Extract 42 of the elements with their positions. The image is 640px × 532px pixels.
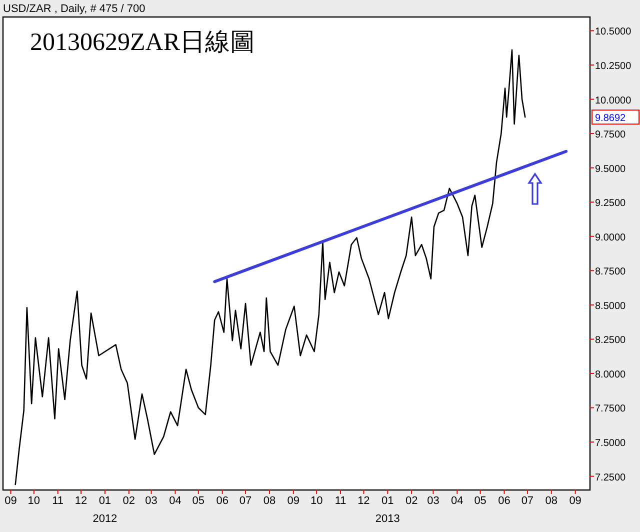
y-tick-label: 10.0000 bbox=[595, 95, 632, 106]
y-tick-label: 7.2500 bbox=[595, 472, 626, 484]
x-tick-label: 10 bbox=[28, 495, 40, 507]
x-tick-label: 09 bbox=[569, 495, 582, 507]
y-tick-label: 10.2500 bbox=[595, 60, 632, 72]
x-tick-label: 12 bbox=[74, 495, 88, 507]
y-tick-label: 7.7500 bbox=[595, 404, 626, 415]
x-tick-label: 12 bbox=[358, 495, 370, 507]
x-tick-label: 07 bbox=[239, 495, 252, 507]
y-tick-label: 8.0000 bbox=[595, 369, 626, 380]
x-tick-label: 04 bbox=[169, 495, 182, 507]
x-tick-label: 04 bbox=[451, 495, 464, 507]
y-tick-label: 8.2500 bbox=[595, 335, 626, 346]
x-tick-label: 03 bbox=[145, 495, 158, 507]
y-tick-label: 8.5000 bbox=[595, 300, 626, 312]
y-tick-label: 10.5000 bbox=[595, 26, 632, 38]
x-tick-label: 09 bbox=[4, 495, 17, 507]
x-tick-label: 11 bbox=[334, 495, 346, 507]
y-tick-label: 9.7500 bbox=[595, 130, 626, 141]
y-tick-label: 9.5000 bbox=[595, 164, 626, 175]
text: 20130629ZAR日線圖 bbox=[30, 29, 255, 56]
x-tick-label: 11 bbox=[52, 495, 64, 507]
y-tick-label: 9.0000 bbox=[595, 232, 626, 244]
y-tick-label: 8.7500 bbox=[595, 266, 626, 278]
x-tick-label: 01 2013 bbox=[375, 495, 400, 525]
x-tick-label: 08 bbox=[545, 495, 558, 507]
y-tick-label: 7.5000 bbox=[595, 438, 626, 450]
x-tick-label: 03 bbox=[427, 495, 440, 507]
x-tick-label: 06 bbox=[498, 495, 510, 507]
x-tick-label: 10 bbox=[310, 495, 323, 507]
x-tick-label: 02 bbox=[122, 495, 136, 507]
x-tick-label: 05 bbox=[474, 495, 486, 507]
x-tick-label: 02 bbox=[405, 495, 418, 507]
x-tick-label: 07 bbox=[521, 495, 534, 507]
x-tick-label: 06 bbox=[216, 495, 228, 507]
x-tick-label: 08 bbox=[263, 495, 276, 507]
x-tick-label: 05 bbox=[192, 495, 205, 507]
y-tick-label: 9.2500 bbox=[595, 198, 626, 210]
x-tick-label: 01 2012 bbox=[92, 495, 118, 525]
text: 9.8692 bbox=[595, 113, 626, 124]
x-tick-label: 09 bbox=[287, 495, 300, 507]
chart-subtitle: USD/ZAR , Daily, # 475 / 700 bbox=[3, 3, 146, 15]
